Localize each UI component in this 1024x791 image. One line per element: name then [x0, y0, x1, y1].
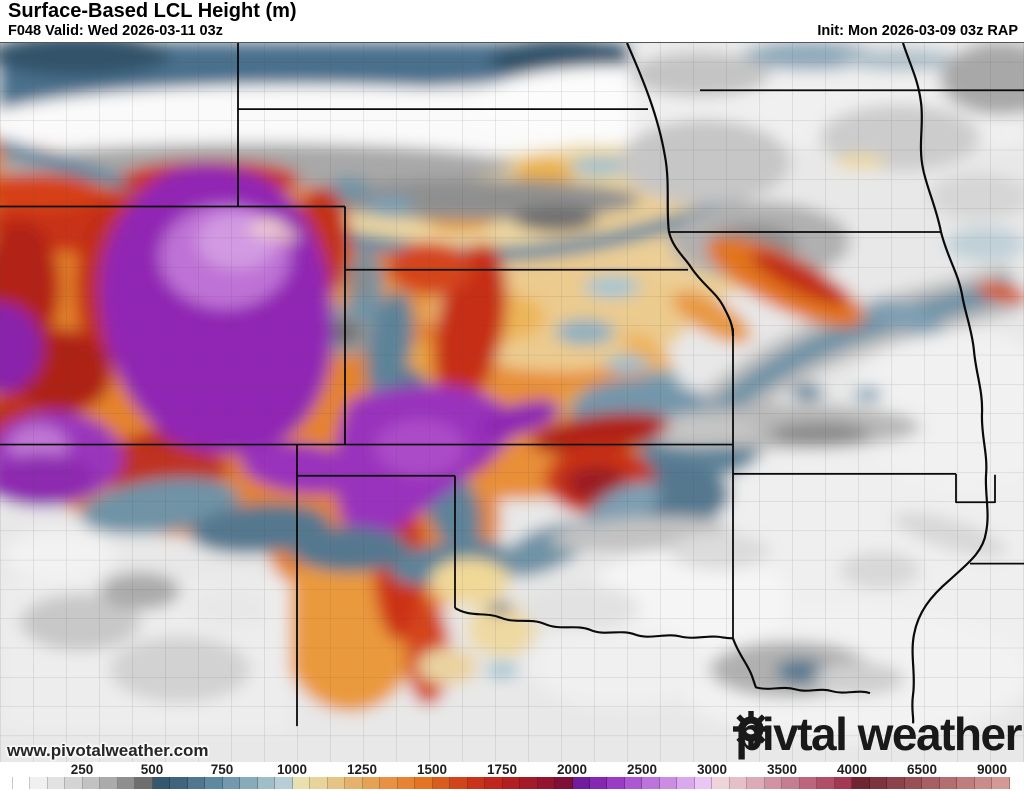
state-borders [0, 43, 1024, 727]
colorbar-tick-label: 9000 [976, 762, 1008, 777]
colorbar-segment [974, 777, 993, 789]
colorbar-segment [642, 777, 660, 789]
colorbar-segment [292, 777, 311, 789]
colorbar-tick-label: 750 [210, 762, 234, 777]
river-borders [454, 43, 989, 724]
colorbar-segment [624, 777, 643, 789]
colorbar-segment [170, 777, 188, 789]
colorbar-segment [65, 777, 83, 789]
colorbar-segment [887, 777, 905, 789]
lcl-contour-map [0, 43, 1024, 763]
colorbar-segment [327, 777, 346, 789]
colorbar-segment [345, 777, 363, 789]
colorbar-segment [589, 777, 608, 789]
colorbar-tick-label: 3500 [766, 762, 798, 777]
colorbar-segment [82, 777, 101, 789]
colorbar-segment [415, 777, 433, 789]
logo-text-right: tal weather [797, 708, 1022, 760]
colorbar-scale [12, 777, 1010, 789]
colorbar-tick-label: 1500 [416, 762, 448, 777]
colorbar-tick-label: 6500 [906, 762, 938, 777]
colorbar-segment [659, 777, 678, 789]
colorbar-segment [764, 777, 783, 789]
colorbar-segment [817, 777, 835, 789]
colorbar-legend: 250 500 750 1000 1250 1500 1750 2000 2500 3000 350… [0, 762, 1024, 791]
colorbar-tick-label: 4000 [836, 762, 868, 777]
model-init-time: Init: Mon 2026-03-09 03z RAP [817, 23, 1018, 39]
colorbar-segment [992, 777, 1010, 789]
colorbar-tick-label: 1000 [276, 762, 308, 777]
colorbar-segment [135, 777, 153, 789]
colorbar-segment [852, 777, 870, 789]
gear-icon [733, 711, 770, 747]
colorbar-segment [397, 777, 416, 789]
colorbar-segment [869, 777, 888, 789]
forecast-valid-time: F048 Valid: Wed 2026-03-11 03z [8, 23, 223, 39]
colorbar-segment [467, 777, 486, 789]
colorbar-tick-label: 3000 [696, 762, 728, 777]
colorbar-segment [117, 777, 136, 789]
colorbar-segment [450, 777, 468, 789]
watermark-url: www.pivotalweather.com [7, 741, 209, 760]
pivotal-weather-logo: piv tal weather [733, 708, 1022, 760]
colorbar-segment [222, 777, 241, 789]
colorbar-segment [30, 777, 48, 789]
colorbar-segment [275, 777, 293, 789]
colorbar-segment [432, 777, 451, 789]
colorbar-segment [100, 777, 118, 789]
colorbar-segment [799, 777, 818, 789]
colorbar-segment [12, 777, 31, 789]
colorbar-segment [782, 777, 800, 789]
colorbar-segment [380, 777, 398, 789]
lcl-map-area: www.pivotalweather.com piv tal weather [0, 42, 1024, 763]
colorbar-segment [520, 777, 538, 789]
header-bar: Surface-Based LCL Height (m) F048 Valid:… [0, 0, 1024, 42]
colorbar-segment [904, 777, 923, 789]
colorbar-segment [362, 777, 381, 789]
colorbar-segment [572, 777, 590, 789]
colorbar-segment [187, 777, 206, 789]
colorbar-tick-label: 2000 [556, 762, 588, 777]
colorbar-segment [310, 777, 328, 789]
colorbar-tick-labels: 250 500 750 1000 1250 1500 1750 2000 2500 3000 350… [0, 762, 1024, 777]
colorbar-segment [537, 777, 556, 789]
colorbar-segment [957, 777, 975, 789]
colorbar-segment [485, 777, 503, 789]
colorbar-segment [205, 777, 223, 789]
colorbar-tick-label: 1250 [346, 762, 378, 777]
colorbar-segment [834, 777, 853, 789]
colorbar-segment [152, 777, 171, 789]
colorbar-tick-label: 250 [70, 762, 94, 777]
colorbar-segment [502, 777, 521, 789]
colorbar-segment [922, 777, 940, 789]
colorbar-segment [47, 777, 66, 789]
colorbar-segment [694, 777, 713, 789]
colorbar-segment [555, 777, 573, 789]
colorbar-segment [729, 777, 748, 789]
colorbar-segment [677, 777, 695, 789]
county-grid [0, 43, 1024, 763]
colorbar-tick-label: 500 [140, 762, 164, 777]
colorbar-tick-label: 2500 [626, 762, 658, 777]
colorbar-segment [257, 777, 276, 789]
colorbar-segment [939, 777, 958, 789]
colorbar-segment [747, 777, 765, 789]
colorbar-segment [712, 777, 730, 789]
colorbar-segment [240, 777, 258, 789]
page-title: Surface-Based LCL Height (m) [8, 0, 297, 22]
colorbar-tick-label: 1750 [486, 762, 518, 777]
colorbar-segment [607, 777, 625, 789]
